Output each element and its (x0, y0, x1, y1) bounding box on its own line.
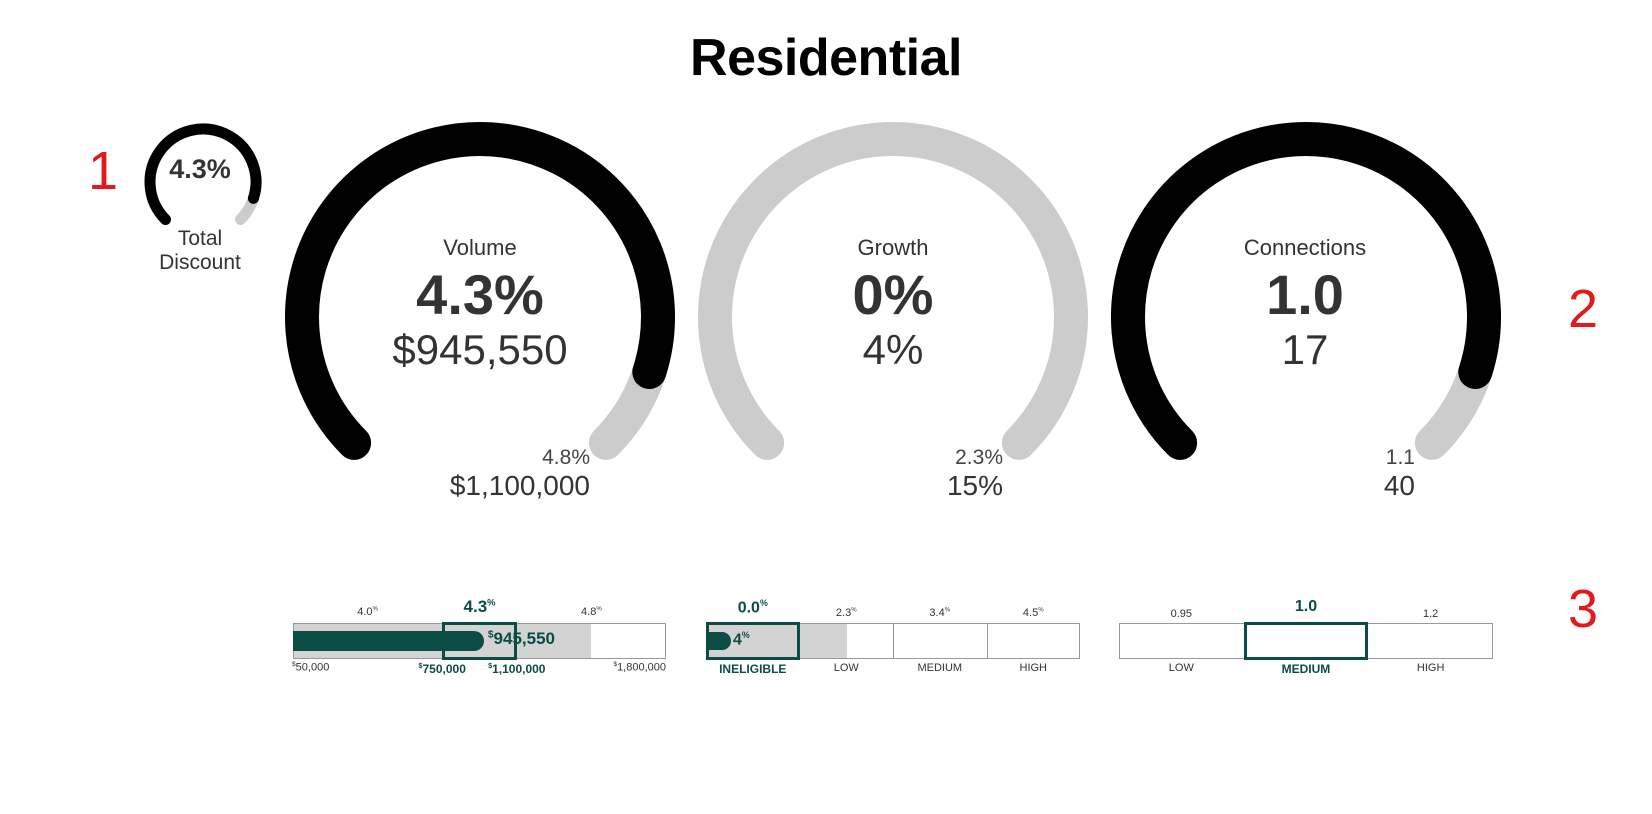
gauge-volume-label: Volume (443, 235, 517, 260)
gauge-growth-label: Growth (857, 235, 929, 260)
gauge-connections-target-pct: 1.1 (1385, 446, 1415, 469)
connections-bullet-segment-label-0: LOW (1168, 662, 1194, 674)
growth-bullet-top-label-3: 4.5% (1022, 607, 1044, 619)
gauge-growth-target-pct: 2.3% (955, 446, 1003, 469)
growth-bullet-divider-2 (893, 623, 894, 659)
gauge-connections-fill (1111, 122, 1501, 460)
gauge-connections-target-value: 40 (1383, 470, 1415, 501)
gauge-volume-sub: $945,550 (392, 326, 568, 373)
growth-bullet-top-label-0: 0.0% (737, 598, 768, 617)
marker-1: 1 (88, 141, 119, 201)
growth-bullet-divider-3 (986, 623, 988, 659)
growth-bullet-value-bar (709, 632, 731, 650)
volume-bullet-scale-label-1: $750,000 (418, 661, 466, 676)
volume-bullet-top-label-2: 4.8% (581, 606, 602, 618)
volume-bullet-top-label-0: 4.0% (357, 606, 378, 618)
connections-bullet-top-label-0: 0.95 (1170, 608, 1193, 620)
connections-bullet-segment-label-2: HIGH (1416, 662, 1445, 674)
total-discount-label: Total Discount (140, 227, 260, 275)
volume-bullet-scale-label-0: $50,000 (292, 661, 330, 674)
gauge-volume-center: Volume 4.3% $945,550 (330, 235, 630, 371)
growth-bullet-segment-label-2: MEDIUM (917, 662, 963, 674)
growth-bullet-value-label: 4% (733, 630, 750, 649)
gauge-volume-target-pct: 4.8% (542, 446, 590, 469)
gauge-growth-sub: 4% (862, 326, 924, 373)
connections-bullet-highlight-box (1243, 622, 1369, 660)
gauge-connections-sub: 17 (1281, 326, 1329, 373)
volume-bullet-top-label-1: 4.3% (463, 597, 496, 616)
marker-2: 2 (1568, 279, 1599, 339)
growth-bullet-segment-label-0: INELIGIBLE (719, 662, 787, 676)
gauge-growth-track (698, 122, 1088, 460)
growth-bullet-segment-label-1: LOW (833, 662, 859, 674)
volume-bullet-scale-label-3: $1,800,000 (613, 661, 666, 674)
gauge-growth-target-value: 15% (946, 470, 1003, 501)
volume-bullet-scale-label-2: $1,100,000 (488, 661, 546, 676)
marker-3: 3 (1568, 579, 1599, 639)
gauge-growth-value: 0% (852, 263, 934, 326)
gauge-volume-fill (285, 122, 675, 460)
total-discount-value: 4.3% (169, 154, 231, 184)
page-title: Residential (690, 29, 962, 87)
connections-bullet-segment-label-1: MEDIUM (1281, 662, 1331, 676)
connections-bullet-top-label-1: 1.0 (1294, 598, 1318, 615)
growth-bullet-top-label-2: 3.4% (929, 607, 951, 619)
volume-bullet-highlight-box (442, 622, 517, 660)
gauge-growth-center: Growth 0% 4% (743, 235, 1043, 371)
total-discount-label-line1: Total (177, 227, 223, 250)
gauge-connections-center: Connections 1.0 17 (1155, 235, 1455, 371)
gauge-volume-value: 4.3% (416, 263, 544, 326)
total-discount-gauge-fill (144, 123, 262, 225)
growth-bullet-segment-label-3: HIGH (1019, 662, 1048, 674)
gauge-connections-label: Connections (1243, 235, 1367, 260)
connections-bullet-top-label-2: 1.2 (1423, 608, 1439, 620)
total-discount-label-line2: Discount (159, 251, 241, 274)
volume-bullet-value-bar (293, 631, 484, 651)
gauge-volume-target-value: $1,100,000 (449, 470, 590, 501)
gauge-connections-value: 1.0 (1266, 263, 1344, 326)
growth-bullet-highlight-box (706, 622, 800, 660)
growth-bullet-top-label-1: 2.3% (835, 607, 857, 619)
volume-bullet-value-label: $945,550 (487, 629, 555, 648)
